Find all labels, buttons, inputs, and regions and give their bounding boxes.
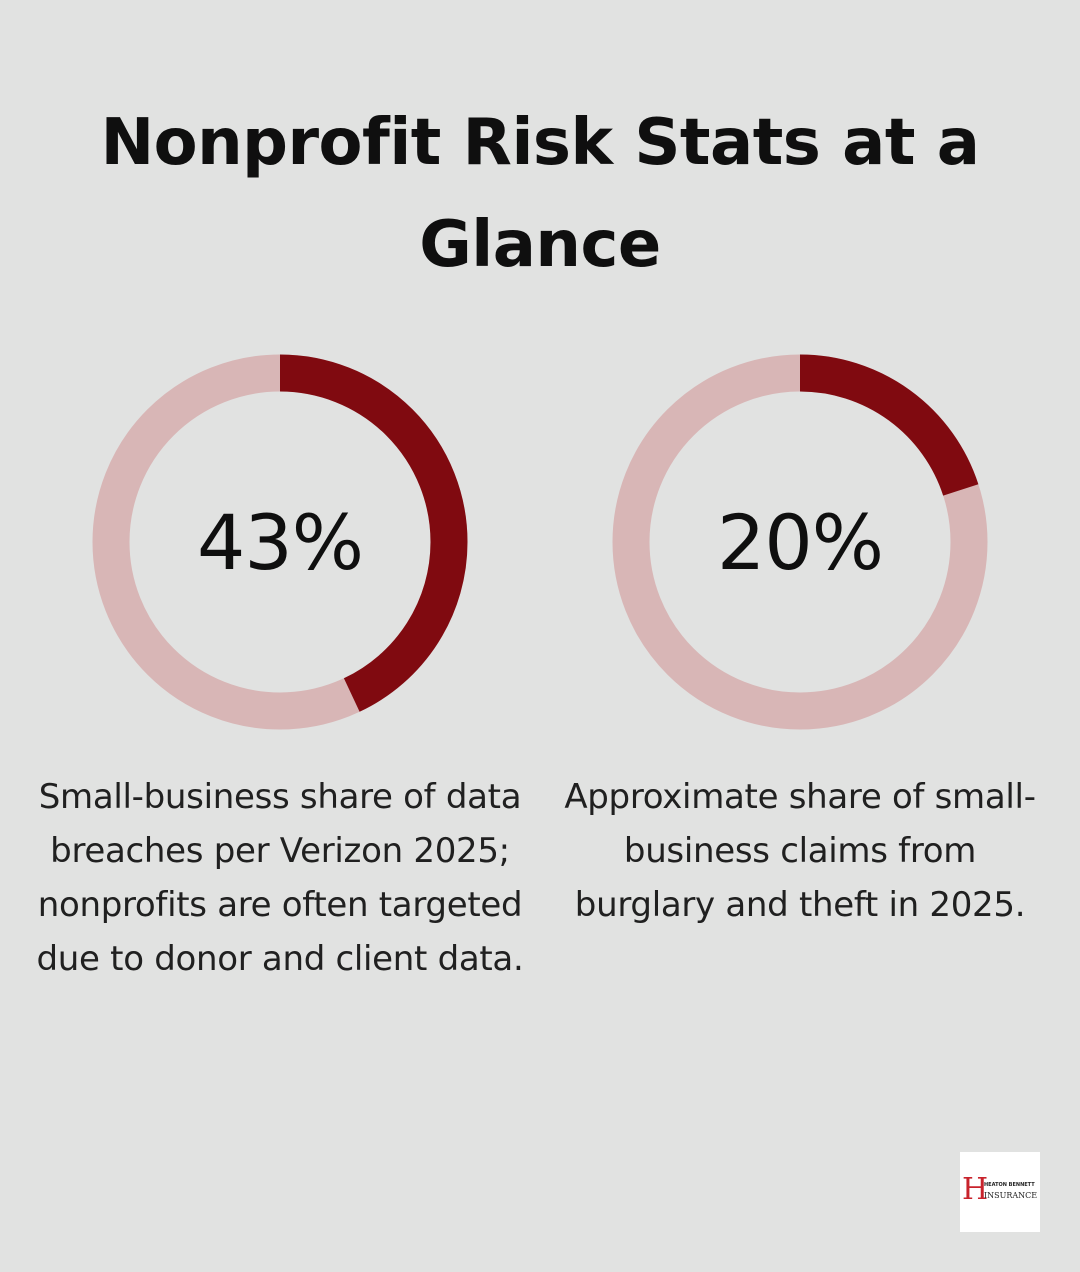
stat-caption: Approximate share of small-business clai… xyxy=(564,777,1036,925)
donut-value-label: 20% xyxy=(717,497,884,587)
logo-company-name: HEATON BENNETT xyxy=(984,1182,1035,1188)
donut-value-slice xyxy=(92,354,468,730)
donut-chart-svg xyxy=(92,354,468,730)
logo-letter: H xyxy=(962,1172,989,1207)
stat-card-burglary-theft: 20% Approximate share of small-business … xyxy=(540,352,1060,932)
stat-card-data-breaches: 43% Small-business share of data breache… xyxy=(20,352,540,986)
logo-company-type: INSURANCE xyxy=(984,1191,1038,1200)
donut-chart-svg xyxy=(612,354,988,730)
donut-chart: 20% xyxy=(610,352,990,732)
page-title: Nonprofit Risk Stats at a Glance xyxy=(100,106,980,282)
stat-caption: Small-business share of data breaches pe… xyxy=(36,777,524,979)
company-logo: H HEATON BENNETT INSURANCE xyxy=(960,1152,1040,1232)
donut-value-slice xyxy=(612,354,988,730)
donut-chart: 43% xyxy=(90,352,470,732)
donut-value-label: 43% xyxy=(197,497,364,587)
